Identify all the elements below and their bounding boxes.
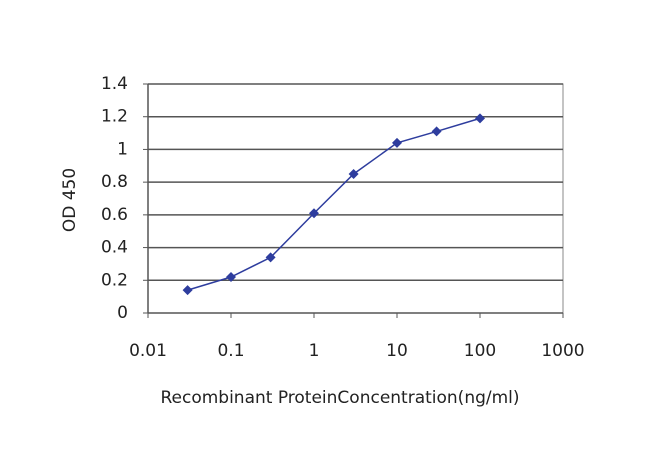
x-tick-label: 1 bbox=[309, 341, 320, 361]
y-axis-label: OD 450 bbox=[60, 168, 80, 232]
x-tick-label: 0.1 bbox=[217, 341, 244, 361]
y-tick-label: 1 bbox=[117, 139, 128, 159]
y-tick-label: 0.8 bbox=[101, 172, 128, 192]
y-tick-label: 0.6 bbox=[101, 205, 128, 225]
x-tick-label: 100 bbox=[464, 341, 496, 361]
data-point bbox=[392, 137, 402, 148]
y-tick-label: 0 bbox=[117, 303, 128, 323]
x-tick-label: 10 bbox=[386, 341, 408, 361]
data-point bbox=[431, 126, 442, 137]
x-tick-label: 0.01 bbox=[129, 341, 167, 361]
x-tick-label: 1000 bbox=[541, 341, 584, 361]
data-point bbox=[226, 272, 236, 283]
y-tick-label: 0.2 bbox=[101, 270, 128, 290]
y-tick-label: 0.4 bbox=[101, 238, 128, 258]
data-point bbox=[309, 208, 319, 219]
y-tick-label: 1.2 bbox=[101, 107, 128, 127]
data-point bbox=[265, 252, 276, 263]
plot-frame bbox=[147, 83, 564, 314]
data-point bbox=[182, 285, 193, 296]
data-point bbox=[348, 168, 359, 179]
x-axis-label: Recombinant ProteinConcentration(ng/ml) bbox=[160, 388, 519, 408]
data-point bbox=[475, 113, 485, 124]
data-line bbox=[187, 117, 481, 291]
y-tick-label: 1.4 bbox=[101, 74, 128, 94]
